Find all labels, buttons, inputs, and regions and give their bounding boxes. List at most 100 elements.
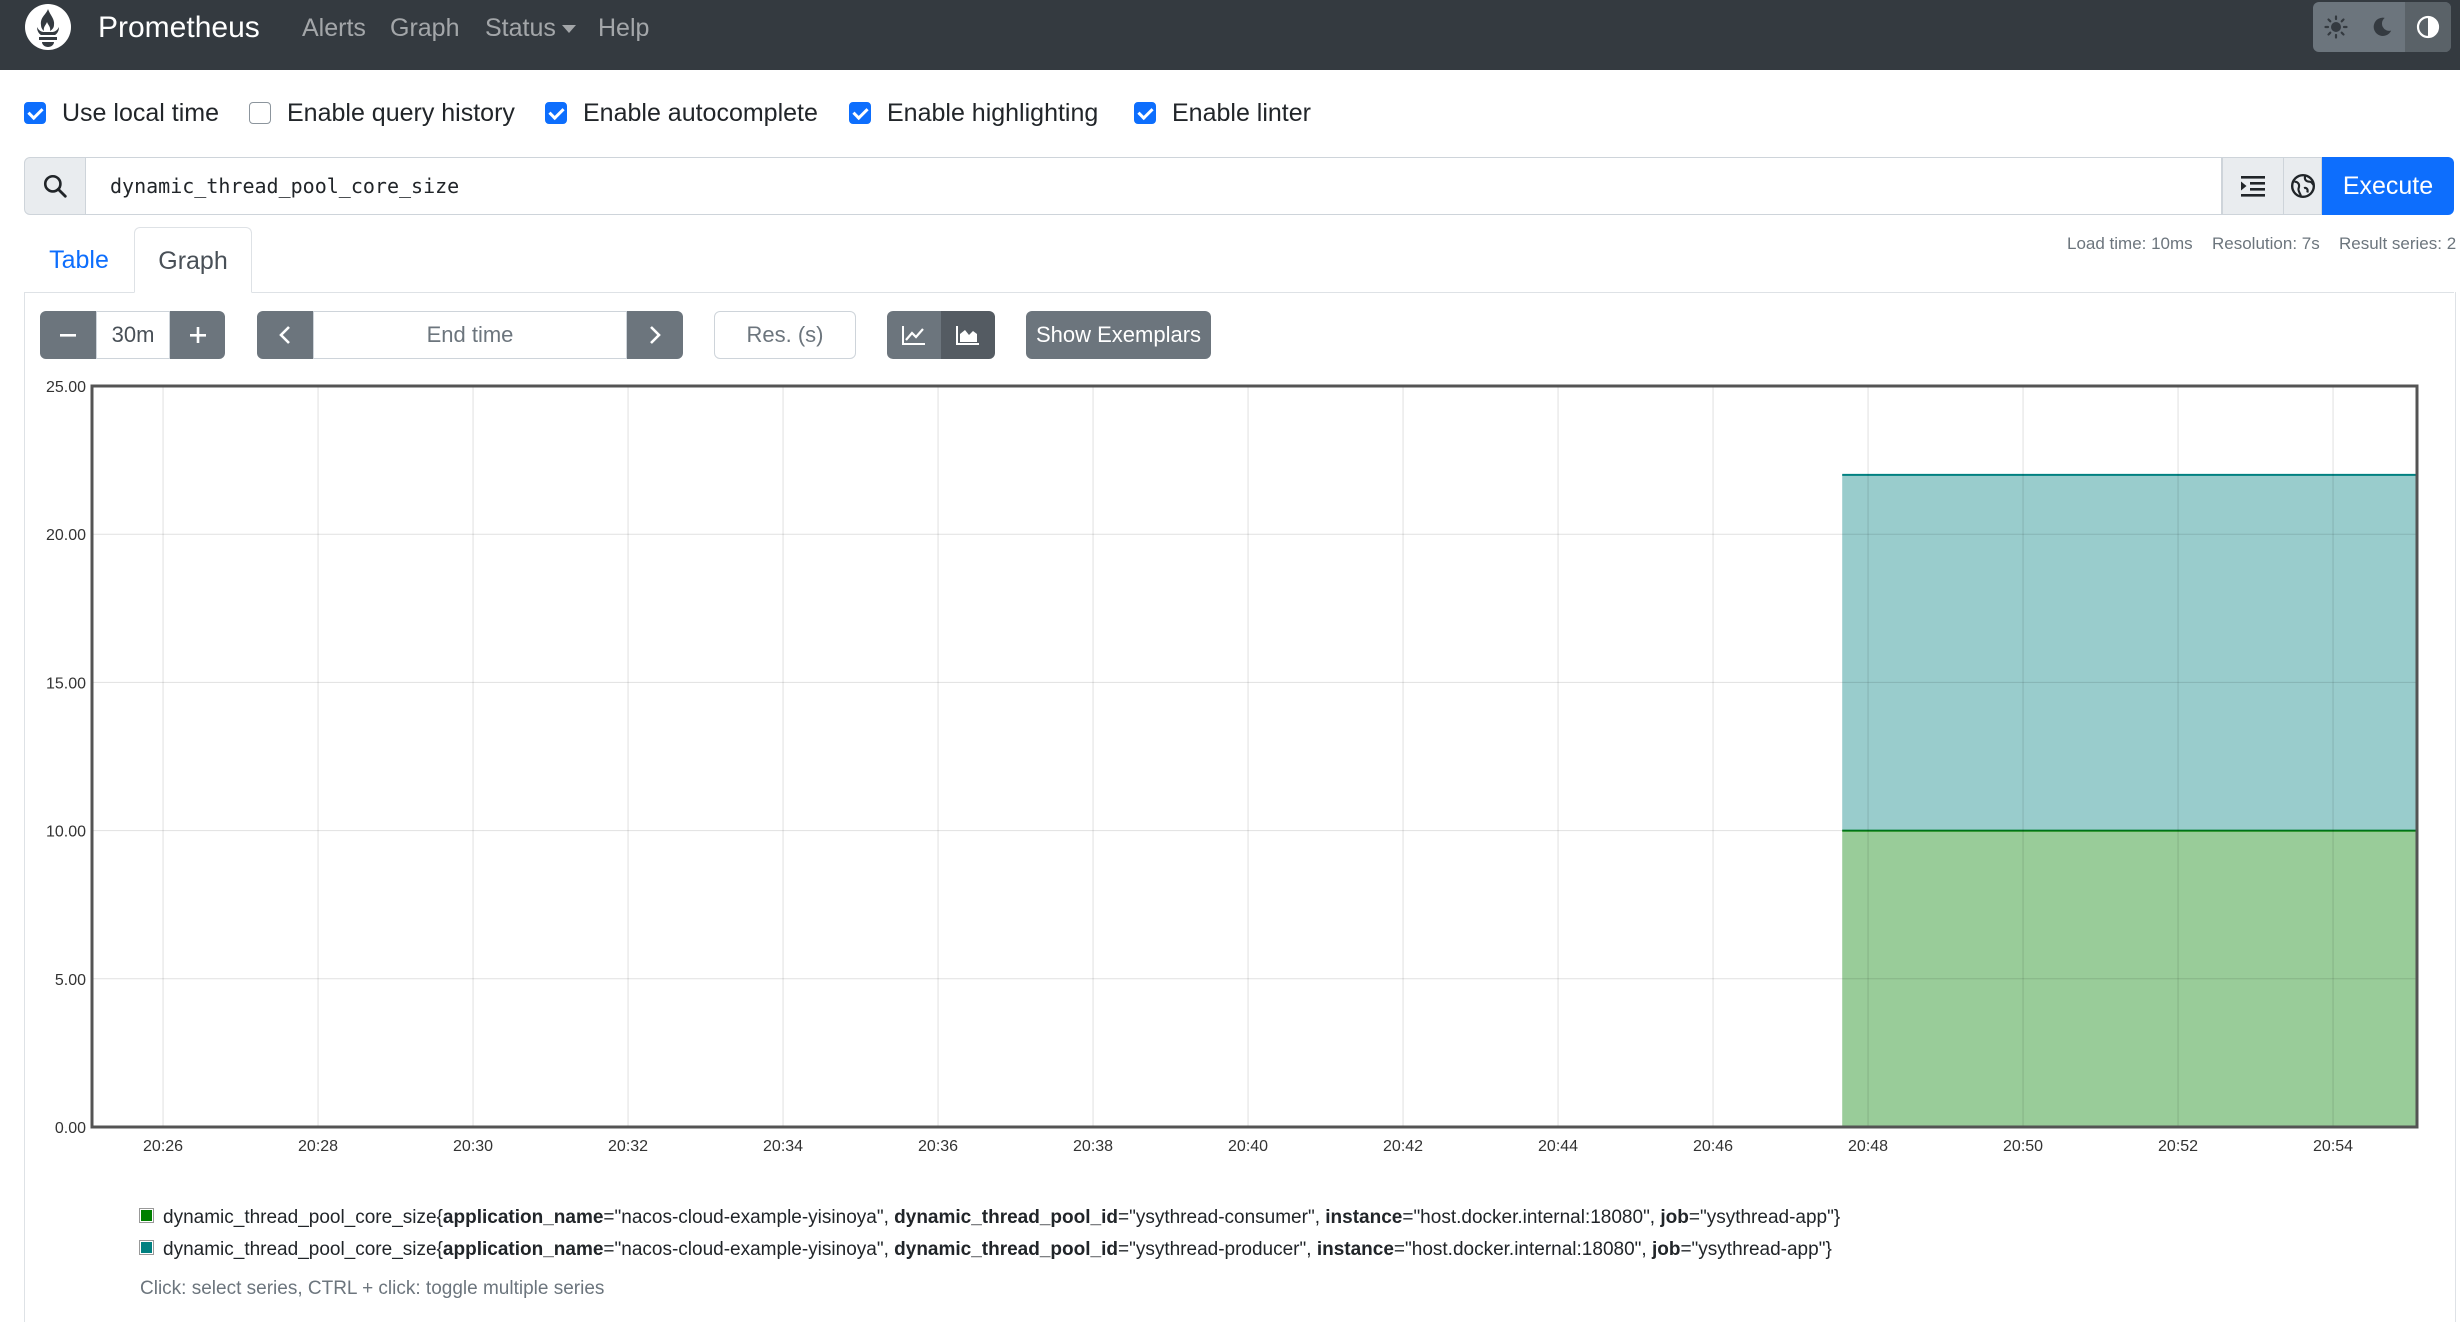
sun-icon [2324, 15, 2348, 39]
x-tick-label: 20:28 [298, 1138, 338, 1155]
graph-chart[interactable]: 0.00 5.00 10.00 15.00 20.00 25.00 20:26 20:28 20… [0, 0, 2460, 1180]
x-tick-label: 20:34 [763, 1138, 803, 1155]
navbar: Prometheus Alerts Graph Status Help [0, 0, 2460, 70]
execute-button[interactable]: Execute [2322, 157, 2454, 215]
x-tick-label: 20:32 [608, 1138, 648, 1155]
auto-theme-button[interactable] [2405, 2, 2451, 52]
nav-help[interactable]: Help [598, 14, 650, 42]
y-tick-label: 5.00 [55, 972, 86, 989]
tab-divider [24, 292, 2454, 293]
search-addon [24, 157, 86, 215]
legend-label-value: ="nacos-cloud-example-yisinoya", [603, 1239, 895, 1260]
prometheus-logo-icon[interactable] [24, 3, 72, 51]
result-series-stat: Result series: 2 [2339, 234, 2457, 253]
legend-label-value: ="ysythread-app"} [1688, 1207, 1841, 1228]
option-label: Enable linter [1172, 99, 1311, 127]
checkbox-checked[interactable] [849, 102, 871, 124]
option-label: Enable query history [287, 99, 515, 127]
indent-icon [2241, 176, 2265, 197]
unstacked-button[interactable] [887, 311, 941, 359]
option-use-local-time[interactable]: Use local time [24, 98, 219, 128]
x-tick-label: 20:38 [1073, 1138, 1113, 1155]
moon-icon [2373, 17, 2392, 36]
nav-status[interactable]: Status [485, 13, 576, 43]
checkbox-unchecked[interactable] [249, 102, 271, 124]
y-tick-label: 20.00 [46, 527, 86, 544]
legend-label-key: application_name [442, 1239, 604, 1260]
legend-label-key: application_name [442, 1207, 604, 1228]
legend-label-value: ="ysythread-app"} [1680, 1239, 1832, 1260]
x-tick-label: 20:54 [2313, 1138, 2353, 1155]
checkbox-checked[interactable] [24, 102, 46, 124]
range-control: 30m [40, 311, 225, 359]
legend-label-value: ="host.docker.internal:18080", [1402, 1207, 1661, 1228]
legend-item[interactable]: dynamic_thread_pool_core_size{applicatio… [139, 1206, 1841, 1230]
x-tick-label: 20:42 [1383, 1138, 1423, 1155]
x-tick-label: 20:46 [1693, 1138, 1733, 1155]
tab-table[interactable]: Table [49, 246, 109, 274]
brand-title[interactable]: Prometheus [98, 11, 260, 44]
chevron-down-icon [561, 25, 576, 34]
y-tick-label: 15.00 [46, 675, 86, 692]
legend-swatch [139, 1208, 154, 1223]
dark-theme-button[interactable] [2359, 2, 2405, 52]
x-tick-label: 20:48 [1848, 1138, 1888, 1155]
nav-status-label: Status [485, 14, 556, 42]
x-tick-label: 20:50 [2003, 1138, 2043, 1155]
graph-panel [24, 292, 2456, 1322]
x-tick-label: 20:52 [2158, 1138, 2198, 1155]
light-theme-button[interactable] [2313, 2, 2359, 52]
previous-time-button[interactable] [257, 311, 313, 359]
legend-label-key: dynamic_thread_pool_id [894, 1207, 1118, 1228]
option-enable-query-history[interactable]: Enable query history [249, 98, 515, 128]
range-input[interactable]: 30m [96, 311, 170, 359]
contrast-icon [2416, 15, 2440, 39]
legend-label-value: ="host.docker.internal:18080", [1393, 1239, 1652, 1260]
x-tick-label: 20:44 [1538, 1138, 1578, 1155]
format-expression-button[interactable] [2222, 157, 2284, 215]
option-enable-autocomplete[interactable]: Enable autocomplete [545, 98, 818, 128]
plot-frame [90, 384, 2419, 1129]
checkbox-checked[interactable] [1134, 102, 1156, 124]
legend-hint: Click: select series, CTRL + click: togg… [140, 1278, 605, 1299]
end-time-control: End time [257, 311, 683, 359]
next-time-button[interactable] [627, 311, 683, 359]
checkbox-checked[interactable] [545, 102, 567, 124]
legend-label-value: ="ysythread-producer", [1117, 1239, 1317, 1260]
series-area-1 [1842, 474, 2417, 831]
legend-label-value: ="ysythread-consumer", [1117, 1207, 1326, 1228]
x-tick-label: 20:26 [143, 1138, 183, 1155]
area-chart-icon [956, 326, 979, 345]
legend-label-key: job [1660, 1207, 1689, 1228]
x-tick-label: 20:30 [453, 1138, 493, 1155]
search-icon [43, 174, 67, 198]
metrics-explorer-button[interactable] [2284, 157, 2322, 215]
legend-label-value: ="nacos-cloud-example-yisinoya", [603, 1207, 895, 1228]
option-enable-highlighting[interactable]: Enable highlighting [849, 98, 1098, 128]
legend-item[interactable]: dynamic_thread_pool_core_size{applicatio… [139, 1238, 1832, 1262]
resolution-stat: Resolution: 7s [2212, 234, 2320, 253]
globe-icon [2290, 173, 2315, 199]
option-enable-linter[interactable]: Enable linter [1134, 98, 1311, 128]
y-tick-label: 10.00 [46, 824, 86, 841]
show-exemplars-button[interactable]: Show Exemplars [1026, 311, 1211, 359]
y-tick-label: 25.00 [46, 379, 86, 396]
legend-metric-name: dynamic_thread_pool_core_size{ [163, 1207, 443, 1228]
expression-input[interactable]: dynamic_thread_pool_core_size [86, 157, 2222, 215]
chart-mode-group [887, 311, 995, 359]
stacked-button[interactable] [941, 311, 995, 359]
decrease-range-button[interactable] [40, 311, 96, 359]
x-tick-label: 20:36 [918, 1138, 958, 1155]
legend-metric-name: dynamic_thread_pool_core_size{ [163, 1239, 443, 1260]
resolution-input[interactable]: Res. (s) [714, 311, 856, 359]
x-tick-label: 20:40 [1228, 1138, 1268, 1155]
nav-graph[interactable]: Graph [390, 14, 460, 42]
increase-range-button[interactable] [170, 311, 225, 359]
nav-alerts[interactable]: Alerts [302, 14, 366, 42]
line-chart-icon [902, 326, 925, 345]
series-area-0 [1842, 830, 2417, 1127]
option-label: Use local time [62, 99, 219, 127]
end-time-input[interactable]: End time [313, 311, 627, 359]
tab-graph[interactable]: Graph [134, 227, 252, 293]
theme-toggle-group [2313, 2, 2451, 52]
